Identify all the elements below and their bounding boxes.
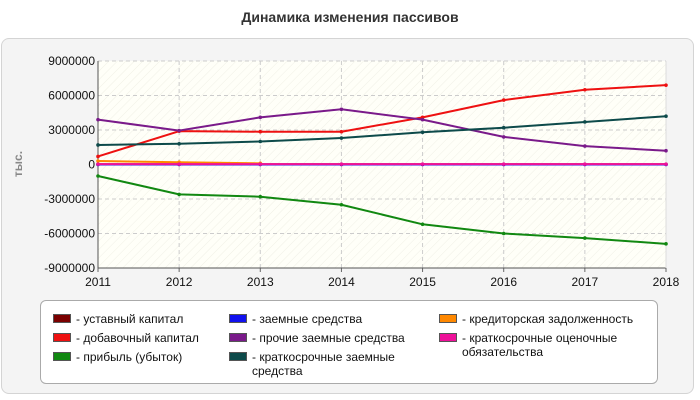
data-point (501, 98, 506, 102)
data-point (96, 159, 100, 163)
y-tick-label: -6000000 (44, 227, 95, 241)
legend-label: - добавочный капитал (76, 331, 199, 345)
legend-swatch (53, 314, 71, 323)
data-point (177, 128, 181, 133)
data-point (339, 107, 344, 112)
legend-item: - прибыль (убыток) (53, 350, 253, 364)
x-tick-label: 2016 (490, 275, 517, 289)
data-point (258, 129, 263, 134)
data-point (339, 129, 344, 134)
data-point (420, 117, 425, 122)
data-point (420, 130, 425, 135)
legend-item: - краткосрочные оценочные обязательства (439, 331, 651, 359)
legend-label: - краткосрочные оценочные обязательства (462, 331, 618, 359)
legend-swatch (53, 333, 71, 342)
legend-swatch (439, 314, 457, 323)
data-point (664, 162, 668, 166)
data-point (583, 144, 587, 148)
legend-swatch (439, 333, 457, 342)
data-point (258, 139, 263, 144)
y-tick-label: 3000000 (48, 123, 95, 137)
legend-swatch (229, 352, 247, 361)
data-point (96, 117, 100, 122)
data-point (96, 174, 100, 178)
legend-label: - краткосрочные заемные средства (252, 350, 395, 378)
y-tick-label: 0 (88, 158, 95, 172)
data-point (583, 162, 587, 166)
legend-label: - уставный капитал (76, 312, 184, 326)
y-tick-label: 6000000 (48, 89, 95, 103)
data-point (339, 202, 344, 207)
x-tick-label: 2011 (85, 275, 111, 289)
data-point (96, 143, 100, 147)
legend: - уставный капитал - добавочный капитал - … (40, 300, 658, 384)
y-tick-label: -9000000 (44, 261, 95, 275)
series-line (97, 175, 667, 245)
data-point (339, 162, 344, 166)
data-point (583, 120, 587, 124)
data-point (339, 136, 344, 140)
data-point (664, 83, 668, 87)
data-point (258, 194, 263, 199)
legend-item: - прочие заемные средства (229, 331, 429, 345)
legend-swatch (229, 333, 247, 342)
legend-swatch (229, 314, 247, 323)
x-tick-label: 2015 (409, 275, 436, 289)
legend-swatch (53, 352, 71, 361)
data-point (664, 242, 668, 246)
legend-item: - кредиторская задолженность (439, 312, 651, 326)
x-tick-label: 2017 (572, 275, 599, 289)
data-point (420, 222, 425, 227)
x-tick-label: 2013 (247, 275, 274, 289)
data-point (258, 162, 263, 166)
x-tick-label: 2014 (328, 275, 355, 289)
data-point (664, 148, 668, 153)
data-point (177, 192, 181, 197)
data-point (96, 162, 100, 166)
legend-item: - заемные средства (229, 312, 429, 326)
data-point (501, 135, 506, 139)
legend-label: - заемные средства (252, 312, 363, 326)
series-line (97, 108, 667, 152)
legend-item: - добавочный капитал (53, 331, 253, 345)
series-line (97, 115, 667, 146)
x-tick-label: 2018 (653, 275, 680, 289)
y-axis-label: тыс. (11, 151, 25, 177)
data-point (583, 87, 587, 92)
legend-label: - прочие заемные средства (252, 331, 405, 345)
chart-title: Динамика изменения пассивов (241, 9, 459, 25)
legend-label: - кредиторская задолженность (462, 312, 634, 326)
data-point (501, 125, 506, 130)
legend-item: - уставный капитал (53, 312, 253, 326)
data-point (583, 236, 587, 240)
x-tick-label: 2012 (166, 275, 193, 289)
legend-label: - прибыль (убыток) (76, 350, 183, 364)
data-point (664, 114, 668, 118)
data-point (501, 162, 506, 166)
y-tick-label: -3000000 (44, 192, 95, 206)
data-point (177, 142, 181, 146)
data-point (258, 115, 263, 120)
y-tick-label: 9000000 (48, 54, 95, 68)
data-point (420, 162, 425, 166)
data-point (177, 162, 181, 166)
series-line (97, 84, 667, 158)
data-point (501, 231, 506, 236)
data-point (96, 154, 100, 159)
legend-item: - краткосрочные заемные средства (229, 350, 429, 378)
